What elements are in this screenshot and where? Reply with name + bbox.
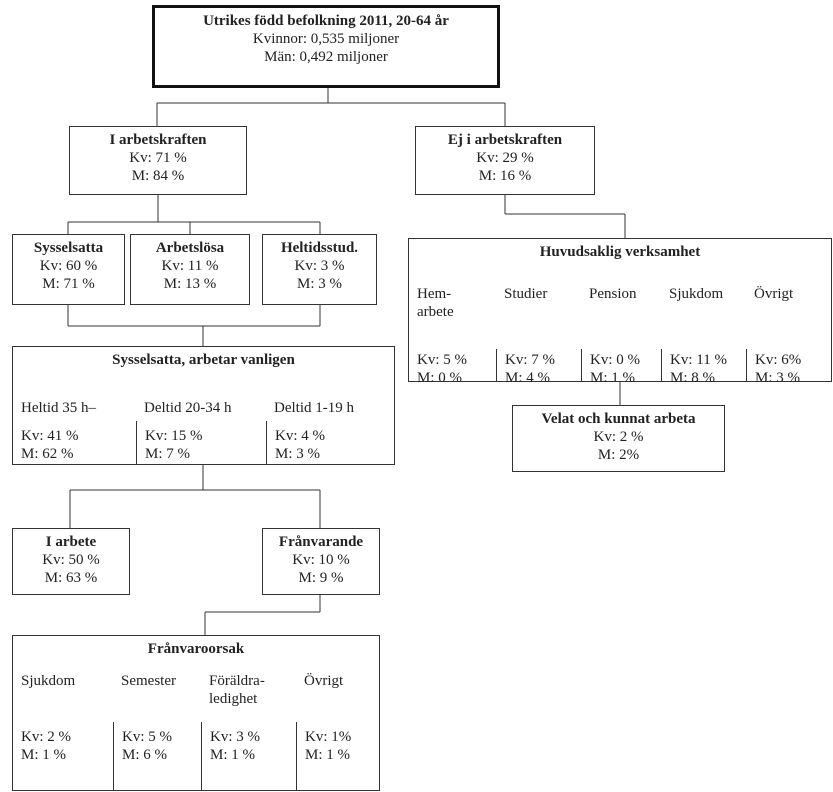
column-values: Kv: 41 % M: 62 % <box>13 421 136 464</box>
column-header: Pension <box>589 286 637 302</box>
column-values: Kv: 11 % M: 8 % <box>661 349 746 386</box>
column-header: Studier <box>504 286 548 302</box>
node-box: Sysselsatta Kv: 60 % M: 71 % <box>12 234 125 305</box>
m-value: M: 8 % <box>670 370 715 386</box>
column-header: Föräldra- ledighet <box>209 673 265 707</box>
kv-value: Kv: 41 % <box>21 428 79 444</box>
m-value: M: 6 % <box>122 747 167 763</box>
node-title: Sysselsatta, arbetar vanligen <box>112 352 295 368</box>
node-line: Kv: 11 % <box>161 258 219 274</box>
node-line: Kv: 60 % <box>39 258 98 274</box>
kv-value: Kv: 2 % <box>21 729 71 745</box>
node-title: Sysselsatta <box>33 240 104 256</box>
node-box: Sysselsatta, arbetar vanligen Heltid 35 h… <box>12 346 395 465</box>
node-title: Arbetslösa <box>155 240 225 256</box>
column-header: Sjukdom <box>21 673 76 689</box>
m-value: M: 7 % <box>145 446 190 462</box>
kv-value: Kv: 11 % <box>670 352 727 368</box>
m-value: M: 62 % <box>21 446 74 462</box>
node-line: M: 3 % <box>297 276 342 292</box>
root-title: Utrikes född befolkning 2011, 20-64 år <box>203 13 449 29</box>
node-line: Kv: 2 % <box>593 429 644 445</box>
node-box: Frånvarande Kv: 10 % M: 9 % <box>262 528 380 595</box>
node-box: I arbetskraften Kv: 71 % M: 84 % <box>69 126 247 195</box>
column-values: Kv: 4 % M: 3 % <box>266 421 396 464</box>
node-box: Ej i arbetskraften Kv: 29 % M: 16 % <box>415 126 595 195</box>
node-box: Heltidsstud. Kv: 3 % M: 3 % <box>262 234 377 305</box>
column-header: Övrigt <box>304 673 344 689</box>
m-value: M: 1 % <box>21 747 66 763</box>
node-line: M: 71 % <box>42 276 95 292</box>
node-title: I arbete <box>45 534 97 550</box>
node-title: Heltidsstud. <box>280 240 359 256</box>
m-value: M: 1 % <box>305 747 350 763</box>
node-line: Kv: 3 % <box>294 258 345 274</box>
node-line: M: 84 % <box>131 168 185 184</box>
column-header: Deltid 20-34 h <box>144 400 232 416</box>
root-line: Kvinnor: 0,535 miljoner <box>252 31 400 47</box>
column-values: Kv: 15 % M: 7 % <box>136 421 266 464</box>
kv-value: Kv: 0 % <box>590 352 640 368</box>
kv-value: Kv: 5 % <box>122 729 172 745</box>
column-header: Övrigt <box>754 286 794 302</box>
column-values: Kv: 1% M: 1 % <box>296 722 381 790</box>
node-title: Huvudsaklig verksamhet <box>539 244 701 260</box>
column-values: Kv: 7 % M: 4 % <box>496 349 581 386</box>
node-box: Arbetslösa Kv: 11 % M: 13 % <box>130 234 250 305</box>
column-values: Kv: 0 % M: 1 % <box>581 349 661 386</box>
kv-value: Kv: 5 % <box>417 352 467 368</box>
node-line: Kv: 50 % <box>42 552 100 568</box>
node-box: Frånvaroorsak Sjukdom Kv: 2 % M: 1 % Semeste… <box>12 635 380 791</box>
column-header: Semester <box>121 673 176 689</box>
kv-value: Kv: 4 % <box>275 428 325 444</box>
column-header: Hem- arbete <box>417 286 454 320</box>
node-line: M: 9 % <box>298 570 344 586</box>
kv-value: Kv: 1% <box>305 729 352 745</box>
column-values: Kv: 2 % M: 1 % <box>13 722 113 790</box>
m-value: M: 0 % <box>417 370 462 386</box>
m-value: M: 3 % <box>755 370 800 386</box>
m-value: M: 1 % <box>590 370 635 386</box>
kv-value: Kv: 3 % <box>210 729 260 745</box>
node-box: Huvudsaklig verksamhet Hem- arbete Kv: 5 %… <box>408 238 833 386</box>
column-header: Heltid 35 h– <box>21 400 96 416</box>
m-value: M: 3 % <box>275 446 320 462</box>
node-line: M: 16 % <box>478 168 532 184</box>
kv-value: Kv: 7 % <box>505 352 555 368</box>
node-line: Kv: 71 % <box>129 150 187 166</box>
column-header: Deltid 1-19 h <box>274 400 354 416</box>
column-values: Kv: 6% M: 3 % <box>746 349 833 386</box>
node-line: Kv: 29 % <box>476 150 534 166</box>
node-title: Velat och kunnat arbeta <box>541 411 696 427</box>
root-box: Utrikes född befolkning 2011, 20-64 år Kv… <box>152 5 500 88</box>
node-line: Kv: 10 % <box>292 552 350 568</box>
node-title: Ej i arbetskraften <box>447 132 563 148</box>
node-title: I arbetskraften <box>109 132 207 148</box>
column-values: Kv: 3 % M: 1 % <box>201 722 296 790</box>
column-values: Kv: 5 % M: 0 % <box>409 349 496 386</box>
kv-value: Kv: 15 % <box>145 428 203 444</box>
node-title: Frånvarande <box>278 534 364 550</box>
column-values: Kv: 5 % M: 6 % <box>113 722 201 790</box>
node-line: M: 2% <box>597 447 640 463</box>
node-box: Velat och kunnat arbeta Kv: 2 % M: 2% <box>512 405 725 472</box>
node-box: I arbete Kv: 50 % M: 63 % <box>12 528 130 595</box>
node-title: Frånvaroorsak <box>147 641 245 657</box>
kv-value: Kv: 6% <box>755 352 802 368</box>
root-line: Män: 0,492 miljoner <box>264 49 388 65</box>
m-value: M: 4 % <box>505 370 550 386</box>
node-line: M: 13 % <box>163 276 217 292</box>
node-line: M: 63 % <box>44 570 98 586</box>
m-value: M: 1 % <box>210 747 255 763</box>
column-header: Sjukdom <box>669 286 724 302</box>
